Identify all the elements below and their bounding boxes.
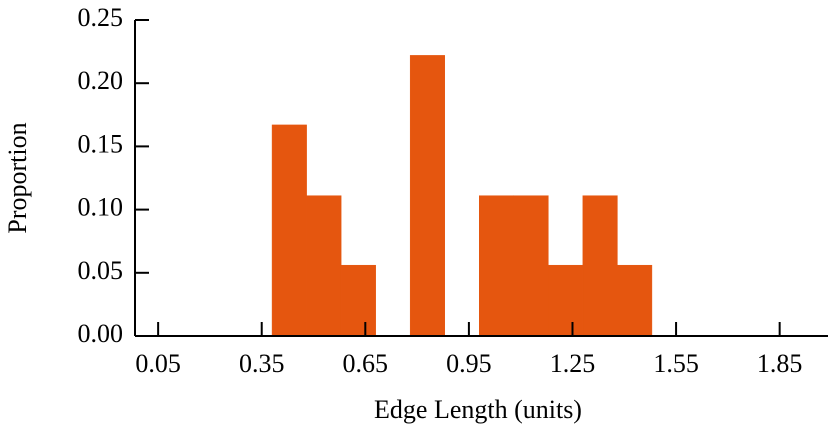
y-axis-title: Proportion xyxy=(3,122,32,233)
bar xyxy=(582,195,618,337)
y-tick-label: 0.15 xyxy=(78,129,124,158)
y-tick-label: 0.00 xyxy=(78,319,124,348)
x-tick-label: 0.35 xyxy=(239,349,285,378)
x-tick-label: 0.95 xyxy=(446,349,492,378)
bar xyxy=(513,195,549,337)
y-tick-label: 0.20 xyxy=(78,66,124,95)
x-tick-label: 0.65 xyxy=(343,349,389,378)
y-tick-label: 0.10 xyxy=(78,193,124,222)
x-tick-label: 1.25 xyxy=(550,349,596,378)
bar xyxy=(306,195,342,337)
x-tick-label: 0.05 xyxy=(135,349,181,378)
bar xyxy=(271,124,307,337)
x-tick-label: 1.55 xyxy=(653,349,699,378)
bar xyxy=(340,264,376,337)
y-tick-label: 0.25 xyxy=(78,3,124,32)
bar xyxy=(548,264,584,337)
bar xyxy=(617,264,653,337)
x-axis-title: Edge Length (units) xyxy=(374,395,582,424)
bar xyxy=(409,55,445,337)
bar xyxy=(479,195,515,337)
y-tick-label: 0.05 xyxy=(78,256,124,285)
x-tick-label: 1.85 xyxy=(757,349,803,378)
